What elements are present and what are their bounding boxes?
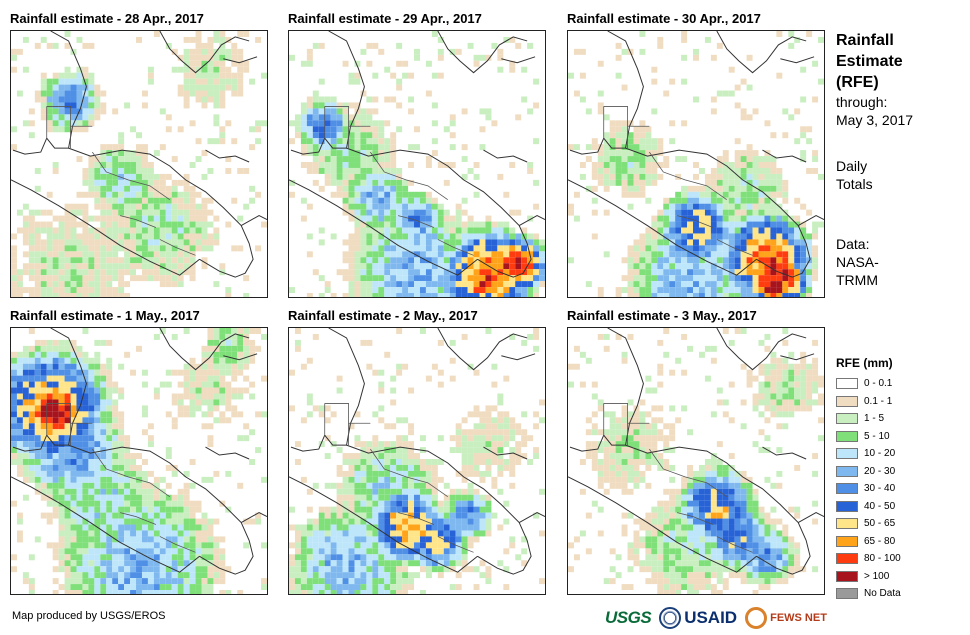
panel-title-1-may: Rainfall estimate - 1 May., 2017 <box>10 308 200 323</box>
panel-title-2-may: Rainfall estimate - 2 May., 2017 <box>288 308 478 323</box>
legend-label: 5 - 10 <box>864 430 890 442</box>
legend-item: 20 - 30 <box>836 463 966 481</box>
sidebar-title-line-1: Rainfall <box>836 32 894 49</box>
legend-swatch <box>836 413 858 425</box>
rainfall-grid <box>11 328 267 594</box>
legend-swatch <box>836 553 858 565</box>
legend-swatch <box>836 483 858 495</box>
legend-label: 30 - 40 <box>864 483 896 495</box>
panel-title-3-may: Rainfall estimate - 3 May., 2017 <box>567 308 757 323</box>
legend-label: 0.1 - 1 <box>864 395 893 407</box>
map-panel-30-apr[interactable] <box>567 30 825 298</box>
sidebar-title-line-2: Estimate <box>836 53 903 70</box>
coastline <box>11 31 267 278</box>
legend-item: No Data <box>836 585 966 603</box>
legend-item: 0 - 0.1 <box>836 375 966 393</box>
rainfall-grid <box>568 328 824 594</box>
legend-item: 1 - 5 <box>836 410 966 428</box>
legend-swatch <box>836 518 858 530</box>
legend-item: 65 - 80 <box>836 533 966 551</box>
panel-title-29-apr: Rainfall estimate - 29 Apr., 2017 <box>288 11 482 26</box>
daily-totals-line-1: Daily <box>836 158 868 174</box>
usaid-seal-icon <box>659 607 682 629</box>
legend-label: 50 - 65 <box>864 518 896 530</box>
legend-title: RFE (mm) <box>836 356 893 370</box>
country-borders <box>603 106 753 256</box>
sidebar-info: Rainfall Estimate (RFE) through: May 3, … <box>836 30 966 289</box>
usgs-logo: USGS <box>605 608 652 628</box>
usgs-logo-text: USGS <box>605 608 652 627</box>
legend-label: 20 - 30 <box>864 465 896 477</box>
country-borders <box>324 106 474 256</box>
usaid-logo-text: USAID <box>684 608 738 627</box>
coastline <box>289 328 545 575</box>
legend-swatch <box>836 535 858 547</box>
legend-label: 65 - 80 <box>864 535 896 547</box>
legend-label: > 100 <box>864 570 890 582</box>
legend-swatch <box>836 588 858 600</box>
legend-item: 50 - 65 <box>836 515 966 533</box>
panel-title-28-apr: Rainfall estimate - 28 Apr., 2017 <box>10 11 204 26</box>
rfe-legend: RFE (mm) 0 - 0.1 0.1 - 1 1 - 5 5 - 10 10 - 2… <box>836 356 966 603</box>
legend-label: 10 - 20 <box>864 448 896 460</box>
map-panel-2-may[interactable] <box>288 327 546 595</box>
daily-totals-line-2: Totals <box>836 176 873 192</box>
map-panel-29-apr[interactable] <box>288 30 546 298</box>
legend-label: 80 - 100 <box>864 553 901 565</box>
legend-label: No Data <box>864 588 901 600</box>
rainfall-grid <box>568 31 824 297</box>
legend-swatch <box>836 395 858 407</box>
legend-swatch <box>836 570 858 582</box>
coastline <box>11 328 267 575</box>
fews-net-logo: FEWS NET <box>745 607 827 629</box>
country-borders <box>46 106 196 256</box>
rainfall-grid <box>11 31 267 297</box>
legend-swatch <box>836 378 858 390</box>
map-panel-28-apr[interactable] <box>10 30 268 298</box>
legend-item: 10 - 20 <box>836 445 966 463</box>
rainfall-grid <box>289 328 545 594</box>
legend-swatch <box>836 448 858 460</box>
legend-label: 0 - 0.1 <box>864 378 893 390</box>
through-date: May 3, 2017 <box>836 112 914 128</box>
legend-label: 1 - 5 <box>864 413 885 425</box>
coastline <box>568 31 824 278</box>
legend-swatch <box>836 430 858 442</box>
data-source-line-1: Data: <box>836 236 870 252</box>
legend-item: > 100 <box>836 568 966 586</box>
sidebar-title-line-3: (RFE) <box>836 74 879 91</box>
legend-item: 5 - 10 <box>836 428 966 446</box>
fews-net-logo-text: FEWS NET <box>770 612 827 624</box>
through-label: through: <box>836 94 888 110</box>
legend-item: 0.1 - 1 <box>836 393 966 411</box>
legend-item: 40 - 50 <box>836 498 966 516</box>
country-borders <box>324 403 474 553</box>
fews-net-ring-icon <box>745 607 768 629</box>
data-source-line-3: TRMM <box>836 272 878 288</box>
map-credit: Map produced by USGS/EROS <box>12 610 166 622</box>
rainfall-grid <box>289 31 545 297</box>
legend-swatch <box>836 500 858 512</box>
panel-title-30-apr: Rainfall estimate - 30 Apr., 2017 <box>567 11 761 26</box>
legend-item: 30 - 40 <box>836 480 966 498</box>
data-source-line-2: NASA- <box>836 254 879 270</box>
legend-label: 40 - 50 <box>864 500 896 512</box>
map-panel-3-may[interactable] <box>567 327 825 595</box>
legend-swatch <box>836 465 858 477</box>
country-borders <box>603 403 753 553</box>
legend-item: 80 - 100 <box>836 550 966 568</box>
map-panel-1-may[interactable] <box>10 327 268 595</box>
usaid-logo: USAID <box>659 607 737 629</box>
country-borders <box>46 403 196 553</box>
logo-bar: USGS USAID FEWS NET <box>605 604 835 632</box>
coastline <box>568 328 824 575</box>
coastline <box>289 31 545 278</box>
